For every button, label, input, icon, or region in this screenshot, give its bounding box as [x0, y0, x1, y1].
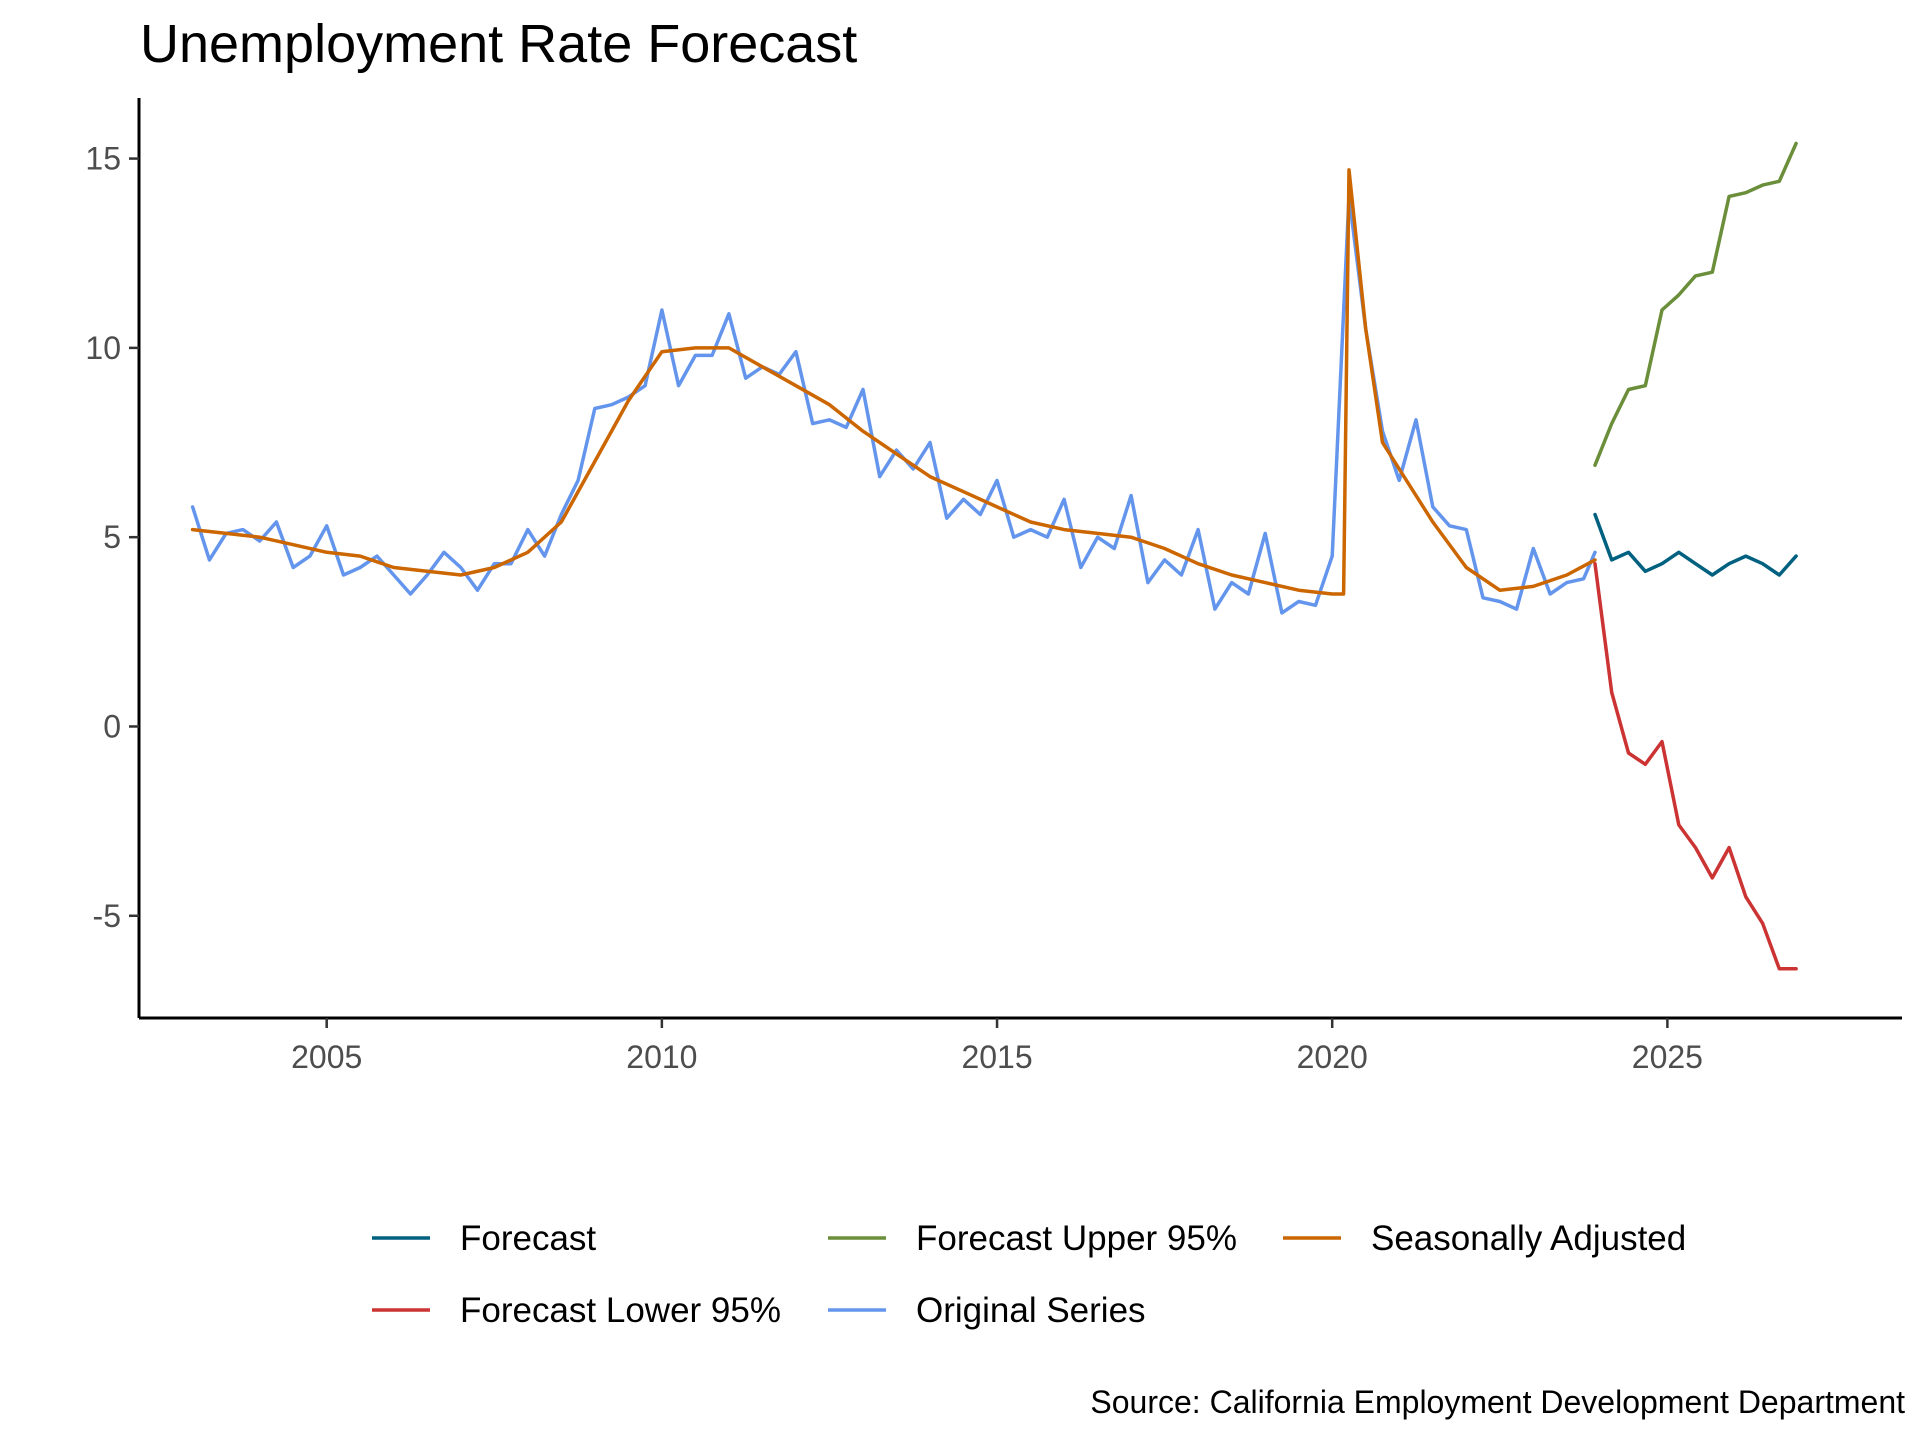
- x-tick-label: 2010: [626, 1039, 697, 1075]
- x-tick-label: 2005: [291, 1039, 362, 1075]
- plot-area: [190, 141, 1798, 971]
- legend-item-original-series: Original Series: [828, 1291, 1146, 1330]
- x-axis-ticks: 2005 2010 2015 2020 2025: [291, 1018, 1703, 1075]
- y-axis-ticks: 15 10 5 0 -5: [85, 141, 139, 934]
- legend-item-forecast-upper-95: Forecast Upper 95%: [828, 1219, 1237, 1258]
- source-caption: Source: California Employment Developmen…: [1090, 1384, 1905, 1420]
- series-line-forecast-upper-95: [1593, 141, 1798, 467]
- series-line-seasonally-adjusted: [190, 168, 1597, 596]
- series-line-forecast-lower-95: [1593, 561, 1798, 971]
- legend-item-forecast-lower-95: Forecast Lower 95%: [372, 1291, 781, 1330]
- legend-label: Forecast: [460, 1219, 596, 1258]
- y-tick-label: 5: [103, 519, 121, 555]
- legend-label: Original Series: [916, 1291, 1146, 1330]
- legend-label: Forecast Upper 95%: [916, 1219, 1237, 1258]
- x-axis: 2005 2010 2015 2020 2025: [139, 1016, 1902, 1075]
- x-tick-label: 2020: [1297, 1039, 1368, 1075]
- series-line-forecast: [1593, 512, 1798, 577]
- legend-label: Seasonally Adjusted: [1371, 1219, 1686, 1258]
- y-axis: 15 10 5 0 -5: [85, 98, 141, 1018]
- x-tick-label: 2025: [1632, 1039, 1703, 1075]
- y-tick-label: 10: [85, 330, 121, 366]
- legend-item-seasonally-adjusted: Seasonally Adjusted: [1283, 1219, 1686, 1258]
- legend: Forecast Forecast Lower 95% Forecast Upper…: [372, 1219, 1686, 1330]
- y-tick-label: 0: [103, 708, 121, 744]
- y-tick-label: 15: [85, 141, 121, 177]
- legend-item-forecast: Forecast: [372, 1219, 596, 1258]
- x-tick-label: 2015: [961, 1039, 1032, 1075]
- y-tick-label: -5: [93, 898, 121, 934]
- series-line-original-series: [190, 194, 1597, 615]
- legend-label: Forecast Lower 95%: [460, 1291, 781, 1330]
- chart-title: Unemployment Rate Forecast: [140, 14, 857, 74]
